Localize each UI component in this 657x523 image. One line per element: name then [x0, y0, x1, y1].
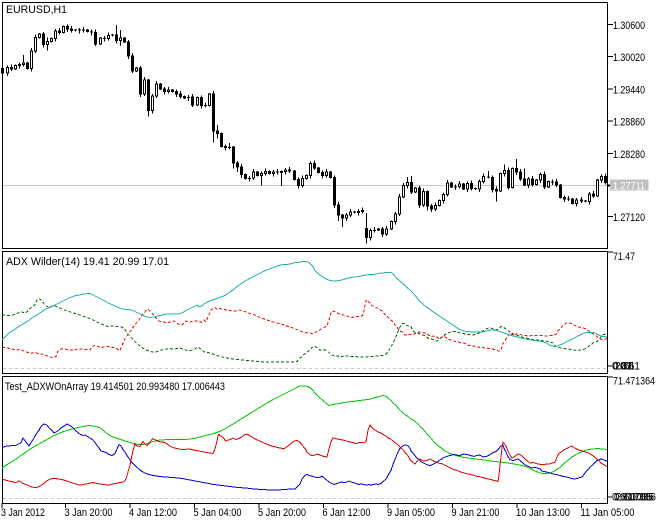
svg-text:1.30600: 1.30600 [613, 20, 645, 32]
svg-text:0.81: 0.81 [613, 361, 633, 373]
svg-text:4 Jan 12:00: 4 Jan 12:00 [129, 507, 177, 518]
svg-text:0.810365: 0.810365 [614, 492, 654, 504]
svg-text:2.61: 2.61 [615, 361, 635, 373]
svg-text:1.29440: 1.29440 [613, 84, 645, 96]
svg-text:Test_ADXWOnArray 19.414501 20.: Test_ADXWOnArray 19.414501 20.993480 17.… [5, 381, 225, 393]
svg-text:3 Jan 20:00: 3 Jan 20:00 [65, 507, 113, 518]
svg-text:EURUSD,H1: EURUSD,H1 [6, 4, 67, 16]
svg-text:1.30020: 1.30020 [613, 52, 645, 64]
svg-text:5 Jan 20:00: 5 Jan 20:00 [258, 507, 306, 518]
svg-text:10 Jan 13:00: 10 Jan 13:00 [516, 507, 570, 518]
svg-text:11 Jan 05:00: 11 Jan 05:00 [581, 507, 635, 518]
svg-text:1.27711: 1.27711 [613, 181, 645, 193]
svg-text:1.28860: 1.28860 [613, 117, 645, 129]
svg-text:1.28280: 1.28280 [613, 149, 645, 161]
svg-text:0.600065: 0.600065 [612, 492, 652, 504]
svg-text:9 Jan 21:00: 9 Jan 21:00 [452, 507, 500, 518]
svg-text:71.471364: 71.471364 [613, 376, 655, 388]
svg-text:1.27120: 1.27120 [613, 212, 645, 224]
svg-text:2.607086: 2.607086 [616, 492, 656, 504]
svg-text:3 Jan 2012: 3 Jan 2012 [1, 507, 45, 518]
svg-text:ADX Wilder(14) 19.41 20.99 17.: ADX Wilder(14) 19.41 20.99 17.01 [6, 256, 169, 268]
svg-text:71.47: 71.47 [613, 251, 635, 263]
svg-text:0.61: 0.61 [620, 361, 640, 373]
svg-text:9 Jan 05:00: 9 Jan 05:00 [387, 507, 435, 518]
svg-text:0.01: 0.01 [612, 361, 632, 373]
svg-text:5 Jan 04:00: 5 Jan 04:00 [194, 507, 242, 518]
svg-text:6 Jan 12:00: 6 Jan 12:00 [323, 507, 371, 518]
